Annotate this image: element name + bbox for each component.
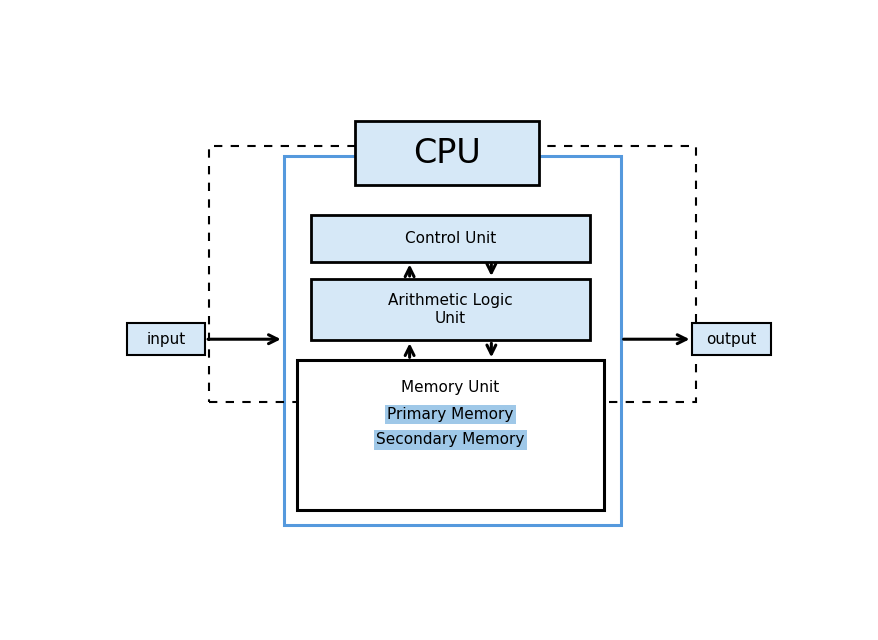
Text: Memory Unit: Memory Unit <box>401 380 499 395</box>
Text: Control Unit: Control Unit <box>405 230 495 246</box>
Bar <box>284 156 620 525</box>
Bar <box>355 121 538 185</box>
Bar <box>297 360 603 511</box>
Bar <box>126 323 205 355</box>
Text: Secondary Memory: Secondary Memory <box>376 433 524 447</box>
Text: Arithmetic Logic
Unit: Arithmetic Logic Unit <box>388 294 512 326</box>
Bar <box>208 146 695 402</box>
Bar <box>311 279 589 340</box>
Text: Primary Memory: Primary Memory <box>387 407 513 422</box>
Text: output: output <box>706 332 756 347</box>
Text: CPU: CPU <box>413 137 480 170</box>
Bar <box>692 323 770 355</box>
Text: input: input <box>147 332 185 347</box>
Bar <box>311 215 589 262</box>
